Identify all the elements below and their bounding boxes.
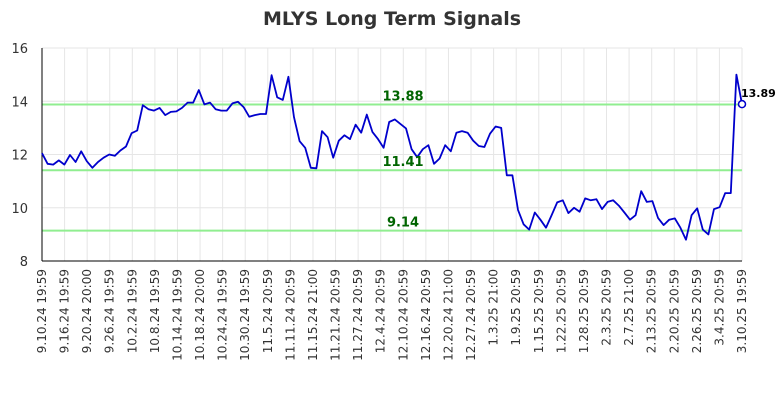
x-tick-label: 2.13.25 20:59: [645, 269, 659, 353]
price-series: [41, 73, 747, 241]
x-tick-label: 2.26.25 20:59: [690, 269, 704, 353]
x-tick-label: 10.18.24 20:00: [193, 269, 207, 361]
x-tick-label: 2.7.25 21:00: [622, 269, 636, 346]
x-tick-label: 9.20.24 20:00: [80, 269, 94, 353]
signal-label: 13.88: [382, 89, 423, 104]
x-tick-label: 11.27.24 20:59: [351, 269, 365, 361]
x-tick-label: 11.5.24 20:59: [261, 269, 275, 353]
x-tick-label: 9.26.24 19:59: [103, 269, 117, 353]
x-tick-label: 1.15.25 20:59: [532, 269, 546, 353]
x-tick-label: 10.2.24 19:59: [125, 269, 139, 353]
x-tick-label: 12.4.24 20:59: [374, 269, 388, 353]
x-tick-label: 3.10.25 19:59: [735, 269, 749, 353]
x-tick-label: 10.24.24 19:59: [216, 269, 230, 361]
x-tick-label: 12.16.24 20:59: [419, 269, 433, 361]
x-tick-label: 9.10.24 19:59: [35, 269, 49, 353]
x-tick-label: 11.21.24 20:59: [329, 269, 343, 361]
price-line: [41, 73, 743, 241]
x-tick-label: 2.3.25 20:59: [600, 269, 614, 346]
y-tick-label: 16: [11, 42, 28, 57]
chart-title: MLYS Long Term Signals: [263, 8, 521, 30]
x-tick-label: 11.15.24 21:00: [306, 269, 320, 361]
signal-label: 9.14: [387, 216, 419, 231]
x-tick-label: 1.28.25 20:59: [577, 269, 591, 353]
x-tick-label: 1.22.25 20:59: [554, 269, 568, 353]
x-tick-label: 12.27.24 20:59: [464, 269, 478, 361]
x-tick-label: 3.4.25 20:59: [712, 269, 726, 346]
x-tick-label: 10.14.24 19:59: [170, 269, 184, 361]
axes: 8 10 12 14 16 9.10.24 19:59 9.16.24 19:59 9.20.…: [11, 42, 749, 361]
last-value-label: 13.89: [741, 87, 776, 100]
labels: 13.88 11.41 9.14 13.89: [382, 87, 775, 230]
x-tick-label: 12.20.24 21:00: [441, 269, 455, 361]
x-tick-label: 12.10.24 20:59: [396, 269, 410, 361]
x-tick-label: 10.30.24 19:59: [238, 269, 252, 361]
x-tick-label: 1.3.25 21:00: [487, 269, 501, 346]
signal-label: 11.41: [382, 155, 423, 170]
y-tick-label: 14: [11, 95, 28, 110]
y-tick-label: 10: [11, 202, 28, 217]
y-tick-label: 12: [11, 149, 28, 164]
x-tick-label: 9.16.24 19:59: [58, 269, 72, 353]
x-tick-label: 10.8.24 19:59: [148, 269, 162, 353]
y-tick-label: 8: [20, 255, 28, 270]
x-tick-label: 2.20.25 20:59: [667, 269, 681, 353]
signal-lines: [42, 103, 742, 232]
last-point-marker: [737, 99, 747, 109]
x-tick-label: 11.11.24 20:59: [283, 269, 297, 361]
x-tick-label: 1.9.25 20:59: [509, 269, 523, 346]
